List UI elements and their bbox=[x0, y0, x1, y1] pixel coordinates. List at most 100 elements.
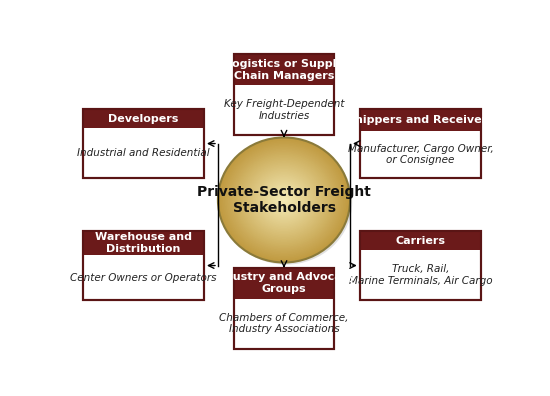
Ellipse shape bbox=[249, 167, 318, 233]
Ellipse shape bbox=[234, 153, 333, 247]
Text: Industrial and Residential: Industrial and Residential bbox=[77, 148, 210, 158]
Text: Industry and Advocacy
Groups: Industry and Advocacy Groups bbox=[213, 272, 355, 294]
Text: Developers: Developers bbox=[108, 114, 179, 124]
Ellipse shape bbox=[274, 190, 294, 209]
Ellipse shape bbox=[223, 142, 345, 258]
Ellipse shape bbox=[228, 147, 340, 253]
Ellipse shape bbox=[261, 178, 307, 222]
Ellipse shape bbox=[248, 166, 320, 234]
Ellipse shape bbox=[271, 187, 297, 213]
Ellipse shape bbox=[224, 144, 343, 256]
Ellipse shape bbox=[233, 152, 335, 248]
Ellipse shape bbox=[243, 161, 325, 239]
Ellipse shape bbox=[218, 137, 350, 263]
Ellipse shape bbox=[256, 173, 312, 227]
Ellipse shape bbox=[228, 147, 340, 253]
Ellipse shape bbox=[277, 194, 290, 206]
Ellipse shape bbox=[282, 198, 285, 202]
Text: Key Freight-Dependent
Industries: Key Freight-Dependent Industries bbox=[224, 99, 344, 121]
Ellipse shape bbox=[269, 186, 299, 214]
Ellipse shape bbox=[272, 189, 295, 211]
FancyBboxPatch shape bbox=[360, 231, 481, 300]
Ellipse shape bbox=[238, 156, 330, 244]
Ellipse shape bbox=[259, 177, 309, 223]
Ellipse shape bbox=[249, 167, 318, 233]
Ellipse shape bbox=[256, 173, 312, 227]
Ellipse shape bbox=[279, 195, 289, 205]
Ellipse shape bbox=[261, 178, 307, 222]
Ellipse shape bbox=[280, 197, 287, 203]
Ellipse shape bbox=[248, 166, 320, 234]
Ellipse shape bbox=[282, 198, 285, 202]
FancyBboxPatch shape bbox=[234, 54, 334, 135]
Ellipse shape bbox=[239, 158, 328, 242]
Ellipse shape bbox=[262, 180, 305, 220]
Ellipse shape bbox=[257, 175, 310, 225]
Ellipse shape bbox=[277, 194, 290, 206]
Text: Private-Sector Freight
Stakeholders: Private-Sector Freight Stakeholders bbox=[197, 185, 371, 215]
Text: Logistics or Supply
Chain Managers: Logistics or Supply Chain Managers bbox=[225, 59, 343, 80]
FancyBboxPatch shape bbox=[234, 54, 334, 85]
FancyBboxPatch shape bbox=[82, 109, 204, 178]
Ellipse shape bbox=[274, 190, 294, 209]
Ellipse shape bbox=[276, 192, 292, 208]
Ellipse shape bbox=[243, 161, 325, 239]
Ellipse shape bbox=[257, 175, 310, 225]
Ellipse shape bbox=[221, 141, 346, 259]
Text: Shippers and Receivers: Shippers and Receivers bbox=[347, 115, 494, 125]
Ellipse shape bbox=[241, 159, 327, 241]
Text: Warehouse and
Distribution: Warehouse and Distribution bbox=[95, 232, 192, 254]
Ellipse shape bbox=[272, 189, 295, 211]
FancyBboxPatch shape bbox=[360, 109, 481, 178]
Ellipse shape bbox=[218, 137, 350, 263]
Ellipse shape bbox=[223, 142, 345, 258]
FancyBboxPatch shape bbox=[82, 231, 204, 255]
Ellipse shape bbox=[244, 162, 323, 238]
Ellipse shape bbox=[236, 155, 332, 245]
Ellipse shape bbox=[226, 145, 342, 255]
Ellipse shape bbox=[251, 169, 317, 231]
Ellipse shape bbox=[219, 139, 348, 261]
Ellipse shape bbox=[254, 172, 314, 228]
Ellipse shape bbox=[279, 195, 289, 205]
FancyBboxPatch shape bbox=[234, 268, 334, 348]
Ellipse shape bbox=[229, 148, 338, 251]
Ellipse shape bbox=[269, 186, 299, 214]
Ellipse shape bbox=[266, 183, 302, 217]
Ellipse shape bbox=[266, 183, 302, 217]
Ellipse shape bbox=[246, 164, 322, 236]
Ellipse shape bbox=[229, 148, 338, 251]
Text: Truck, Rail,
Marine Terminals, Air Cargo: Truck, Rail, Marine Terminals, Air Cargo bbox=[349, 265, 492, 286]
Ellipse shape bbox=[231, 150, 337, 250]
Ellipse shape bbox=[234, 153, 333, 247]
Ellipse shape bbox=[224, 144, 343, 256]
Ellipse shape bbox=[276, 192, 292, 208]
Ellipse shape bbox=[267, 185, 300, 215]
Ellipse shape bbox=[241, 159, 327, 241]
Ellipse shape bbox=[226, 145, 342, 255]
Ellipse shape bbox=[221, 141, 346, 259]
FancyBboxPatch shape bbox=[82, 231, 204, 300]
FancyBboxPatch shape bbox=[82, 109, 204, 128]
Text: Carriers: Carriers bbox=[395, 236, 446, 246]
Ellipse shape bbox=[252, 170, 315, 230]
Ellipse shape bbox=[231, 150, 337, 250]
Ellipse shape bbox=[264, 181, 304, 219]
Ellipse shape bbox=[251, 169, 317, 231]
Ellipse shape bbox=[220, 140, 352, 265]
Text: Chambers of Commerce,
Industry Associations: Chambers of Commerce, Industry Associati… bbox=[219, 313, 349, 334]
Ellipse shape bbox=[271, 187, 297, 213]
Ellipse shape bbox=[252, 170, 315, 230]
Ellipse shape bbox=[267, 185, 300, 215]
Ellipse shape bbox=[233, 152, 335, 248]
Ellipse shape bbox=[280, 197, 287, 203]
Ellipse shape bbox=[259, 177, 309, 223]
Ellipse shape bbox=[244, 162, 323, 238]
Ellipse shape bbox=[219, 139, 348, 261]
Ellipse shape bbox=[262, 180, 305, 220]
Ellipse shape bbox=[264, 181, 304, 219]
Ellipse shape bbox=[239, 158, 328, 242]
Ellipse shape bbox=[238, 156, 330, 244]
FancyBboxPatch shape bbox=[234, 268, 334, 299]
Text: Manufacturer, Cargo Owner,
or Consignee: Manufacturer, Cargo Owner, or Consignee bbox=[348, 144, 493, 166]
